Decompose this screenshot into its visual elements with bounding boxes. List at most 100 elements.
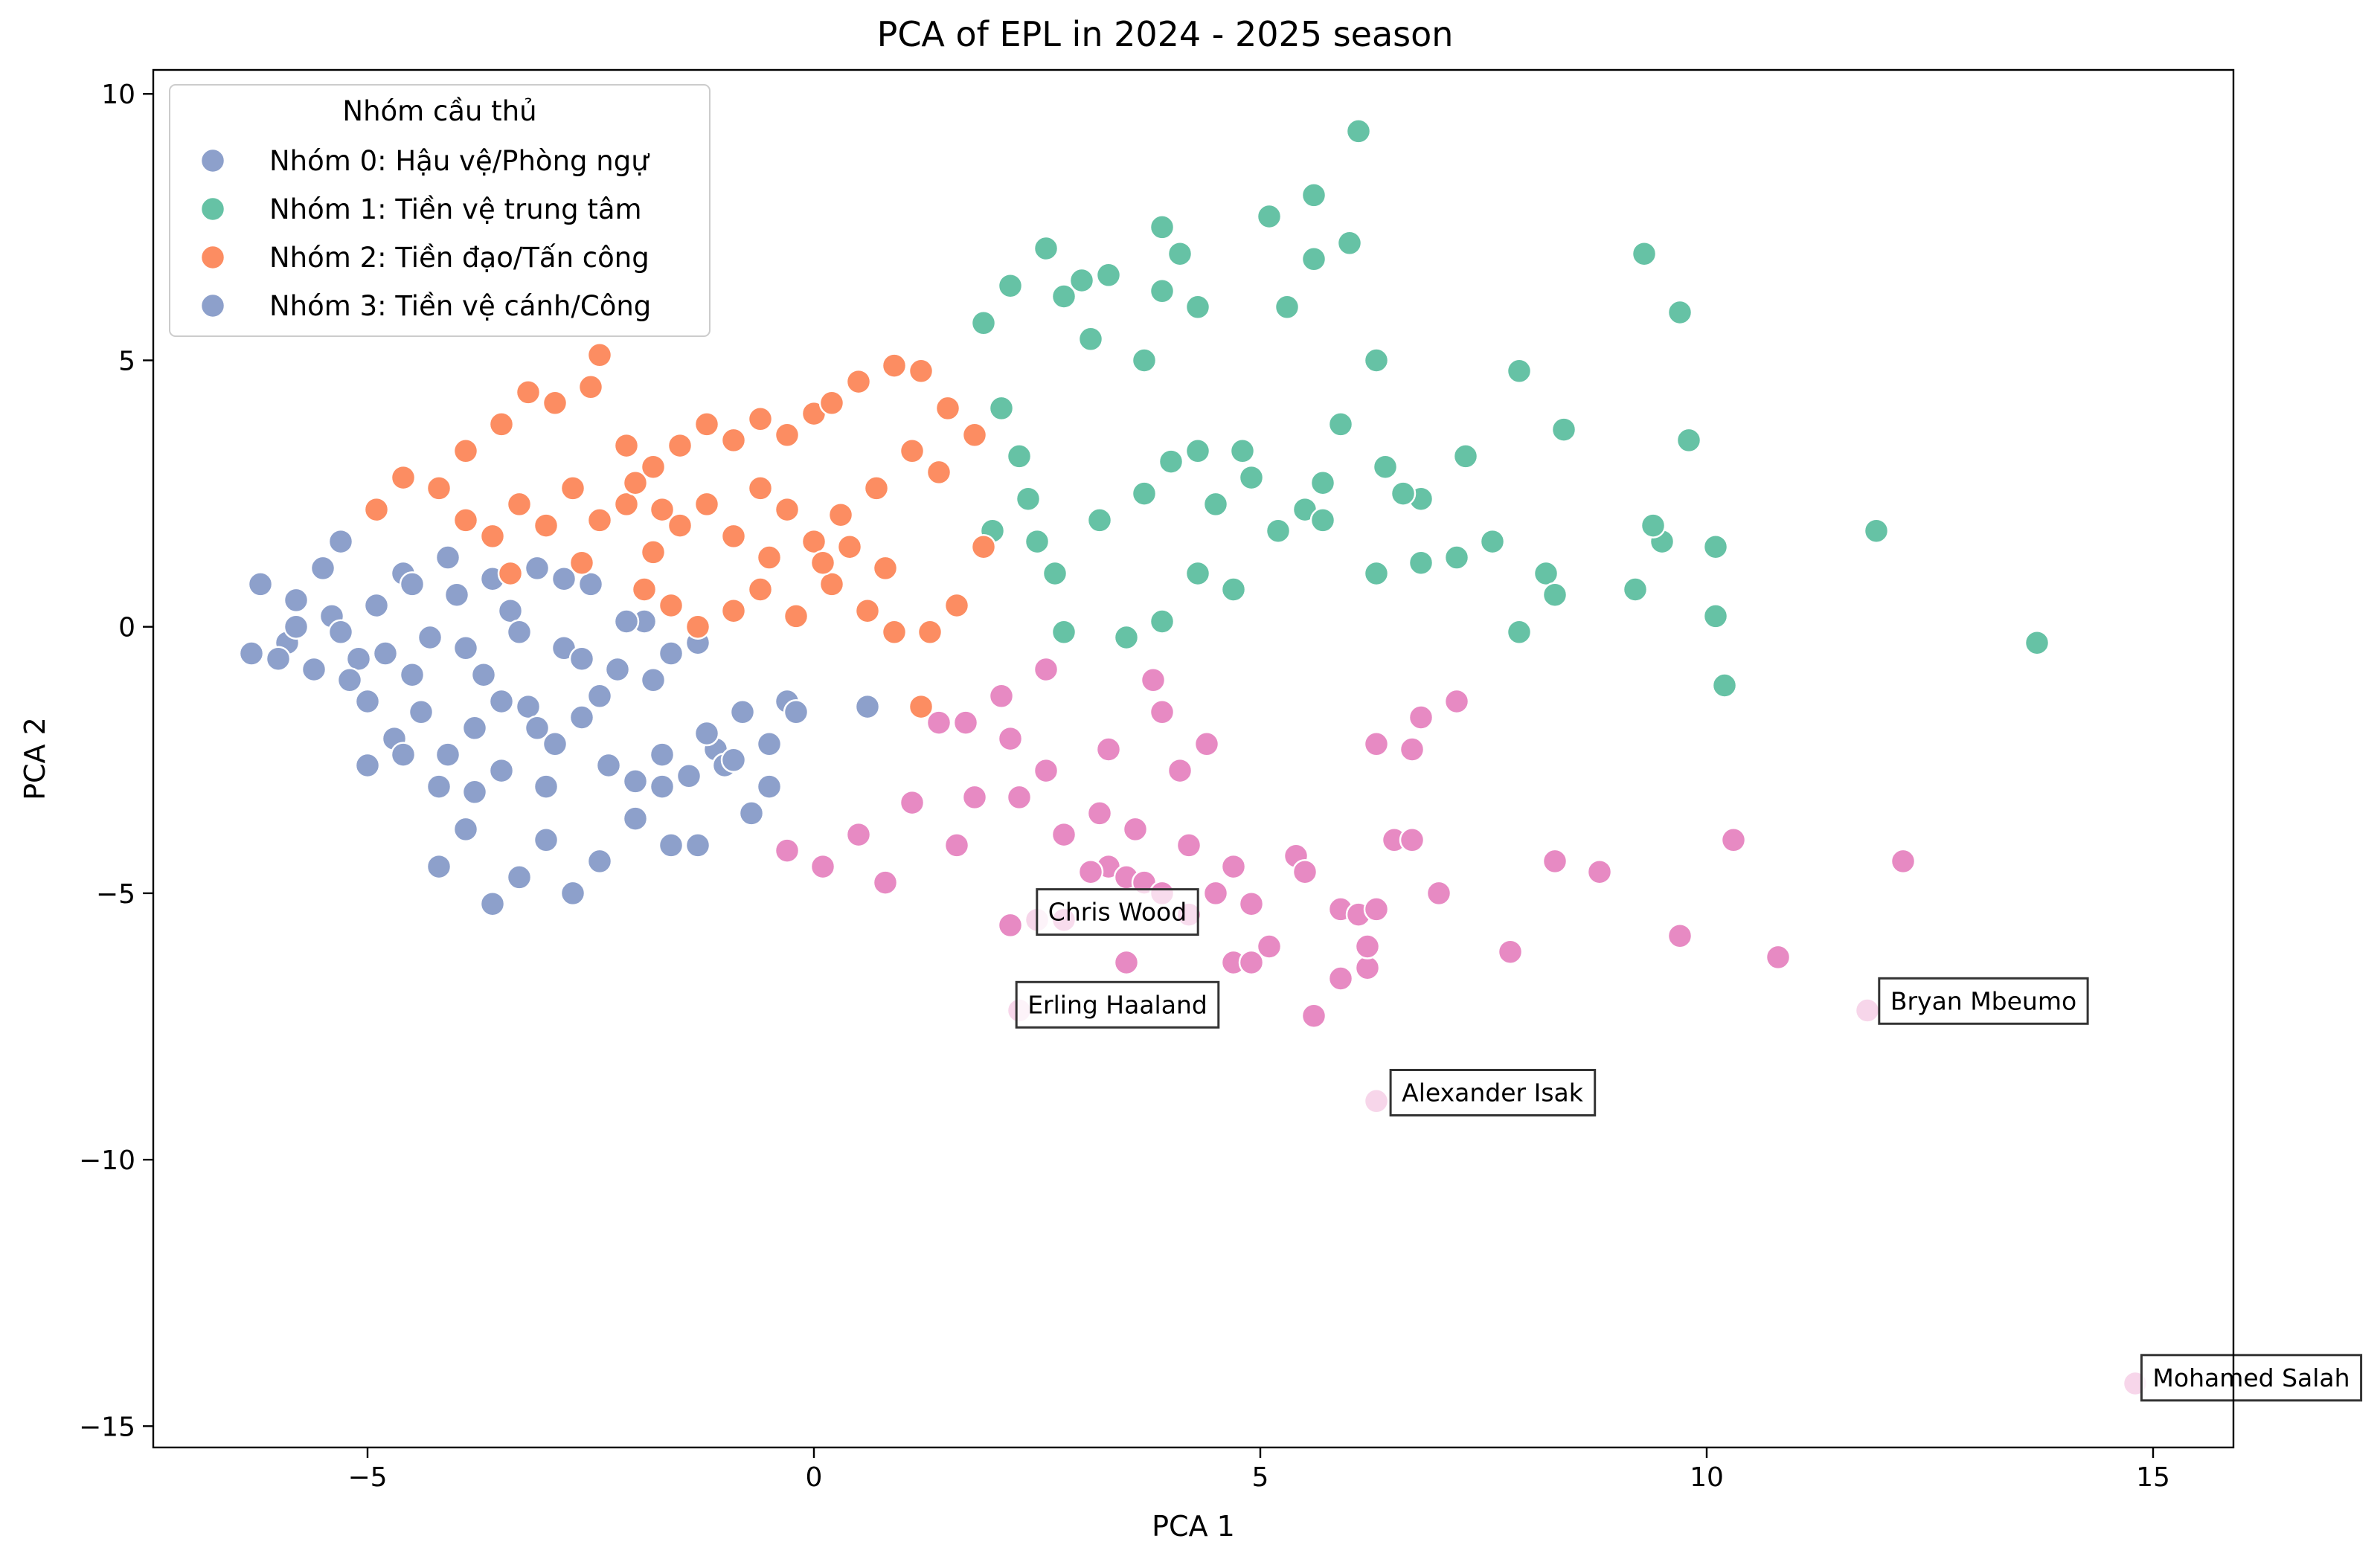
data-point — [720, 523, 747, 550]
data-point — [667, 432, 693, 459]
data-point — [908, 693, 934, 720]
data-point — [1006, 443, 1033, 469]
data-point — [1327, 411, 1354, 437]
data-point — [1149, 699, 1175, 725]
data-point — [1327, 965, 1354, 991]
annotation-text: Mohamed Salah — [2152, 1363, 2349, 1392]
data-point — [756, 774, 783, 800]
annotation-label: Mohamed Salah — [2140, 1354, 2363, 1402]
data-point — [622, 469, 649, 496]
points-layer — [238, 118, 2149, 1397]
data-point — [658, 592, 684, 619]
y-tick-label: 0 — [118, 613, 135, 643]
data-point — [1363, 731, 1390, 757]
data-point — [506, 864, 533, 890]
data-point — [899, 438, 926, 464]
data-point — [774, 422, 801, 449]
data-point — [1015, 486, 1042, 512]
data-point — [1345, 118, 1372, 144]
data-point — [461, 715, 488, 742]
data-point — [693, 720, 720, 747]
data-point — [399, 571, 426, 597]
legend-marker-group-2 — [199, 244, 226, 271]
data-point — [613, 491, 640, 518]
data-point — [872, 870, 899, 896]
data-point — [756, 544, 783, 571]
data-point — [1202, 880, 1229, 907]
data-point — [327, 528, 354, 555]
annotation-text: Alexander Isak — [1402, 1079, 1584, 1108]
data-point — [488, 757, 515, 784]
data-point — [649, 496, 676, 523]
data-point — [872, 555, 899, 582]
annotation-box — [1389, 1069, 1597, 1116]
data-point — [783, 699, 809, 725]
data-point — [970, 533, 997, 560]
annotation-label: Erling Haaland — [1015, 980, 1220, 1029]
data-point — [1443, 688, 1470, 715]
data-point — [1238, 949, 1265, 976]
data-point — [827, 501, 854, 528]
data-point — [586, 507, 613, 533]
data-point — [667, 512, 693, 539]
legend-label-group-2: Nhóm 2: Tiền đạo/Tấn công — [269, 242, 649, 274]
data-point — [586, 683, 613, 710]
data-point — [818, 571, 845, 597]
annotation-box — [2140, 1354, 2363, 1402]
data-point — [997, 272, 1024, 299]
data-point — [1408, 550, 1434, 576]
data-point — [961, 422, 988, 449]
data-point — [1220, 853, 1247, 880]
data-point — [917, 619, 943, 646]
data-point — [470, 661, 497, 688]
data-point — [434, 742, 461, 768]
data-point — [1711, 672, 1738, 698]
data-point — [997, 725, 1024, 752]
data-point — [1702, 533, 1729, 560]
data-point — [622, 806, 649, 832]
data-point — [1086, 507, 1113, 533]
data-point — [613, 432, 640, 459]
data-point — [970, 310, 997, 336]
data-point — [658, 832, 684, 858]
data-point — [1193, 731, 1220, 757]
y-tick-label: −10 — [79, 1145, 135, 1176]
data-point — [1158, 449, 1184, 475]
data-point — [1256, 203, 1283, 230]
annotations-layer: Chris Wood Erling Haaland Alexander Isak Br… — [1015, 888, 2363, 1402]
annotation-label: Bryan Mbeumo — [1878, 977, 2089, 1025]
data-point — [372, 640, 399, 666]
data-point — [1542, 848, 1568, 875]
data-point — [720, 747, 747, 774]
data-point — [1363, 560, 1390, 587]
data-point — [774, 496, 801, 523]
data-point — [818, 390, 845, 417]
data-point — [1390, 481, 1417, 507]
data-point — [1051, 619, 1077, 646]
data-point — [488, 688, 515, 715]
data-point — [1051, 283, 1077, 309]
data-point — [1640, 512, 1667, 539]
data-point — [426, 853, 452, 880]
annotation-text: Erling Haaland — [1027, 990, 1207, 1019]
data-point — [836, 533, 863, 560]
legend-marker-group-3 — [199, 292, 226, 319]
data-point — [1452, 443, 1479, 469]
data-point — [684, 832, 711, 858]
annotation-label: Chris Wood — [1036, 888, 1199, 936]
data-point — [1068, 267, 1095, 294]
data-point — [497, 597, 524, 624]
data-point — [479, 890, 506, 917]
data-point — [283, 614, 309, 640]
data-point — [693, 411, 720, 437]
data-point — [1167, 240, 1193, 267]
data-point — [961, 784, 988, 811]
data-point — [1300, 246, 1327, 272]
data-point — [1238, 890, 1265, 917]
data-point — [1363, 896, 1390, 922]
x-axis-ticks: −5 0 5 10 15 — [347, 1447, 2170, 1493]
data-point — [774, 838, 801, 864]
data-point — [988, 395, 1015, 422]
data-point — [1175, 832, 1202, 858]
data-point — [1051, 821, 1077, 848]
